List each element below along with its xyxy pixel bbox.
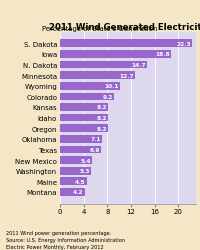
Text: 12.7: 12.7 — [119, 73, 134, 78]
Bar — [60, 167, 91, 175]
Bar — [60, 62, 147, 69]
Text: Percentage of State's Generation: Percentage of State's Generation — [42, 26, 158, 32]
Bar — [60, 188, 85, 196]
Text: 8.2: 8.2 — [97, 126, 107, 131]
Bar — [60, 136, 102, 143]
Text: 6.9: 6.9 — [89, 147, 100, 152]
Bar — [60, 93, 114, 101]
Text: 8.2: 8.2 — [97, 105, 107, 110]
Text: 10.1: 10.1 — [104, 84, 119, 89]
Bar — [60, 156, 92, 164]
Bar — [60, 114, 108, 122]
Text: 5.4: 5.4 — [80, 158, 91, 163]
Text: 5.3: 5.3 — [80, 168, 90, 173]
Bar — [60, 40, 192, 48]
Text: 22.3: 22.3 — [176, 42, 191, 46]
Bar — [60, 125, 108, 132]
Text: 18.8: 18.8 — [155, 52, 170, 57]
Bar — [60, 146, 101, 154]
Text: 2011 Wind power generation percentage.
Source: U.S. Energy Information Administr: 2011 Wind power generation percentage. S… — [6, 230, 125, 249]
Bar — [60, 72, 135, 80]
Text: 8.2: 8.2 — [97, 116, 107, 120]
Text: 7.1: 7.1 — [90, 137, 101, 142]
Text: 14.7: 14.7 — [131, 63, 146, 68]
Text: 9.2: 9.2 — [103, 94, 113, 100]
Bar — [60, 51, 171, 58]
Bar — [60, 104, 108, 111]
Text: 4.5: 4.5 — [75, 179, 85, 184]
Title: 2011 Wind Generated Electricity: 2011 Wind Generated Electricity — [49, 23, 200, 32]
Bar — [60, 82, 120, 90]
Text: 4.2: 4.2 — [73, 190, 84, 195]
Bar — [60, 178, 87, 186]
